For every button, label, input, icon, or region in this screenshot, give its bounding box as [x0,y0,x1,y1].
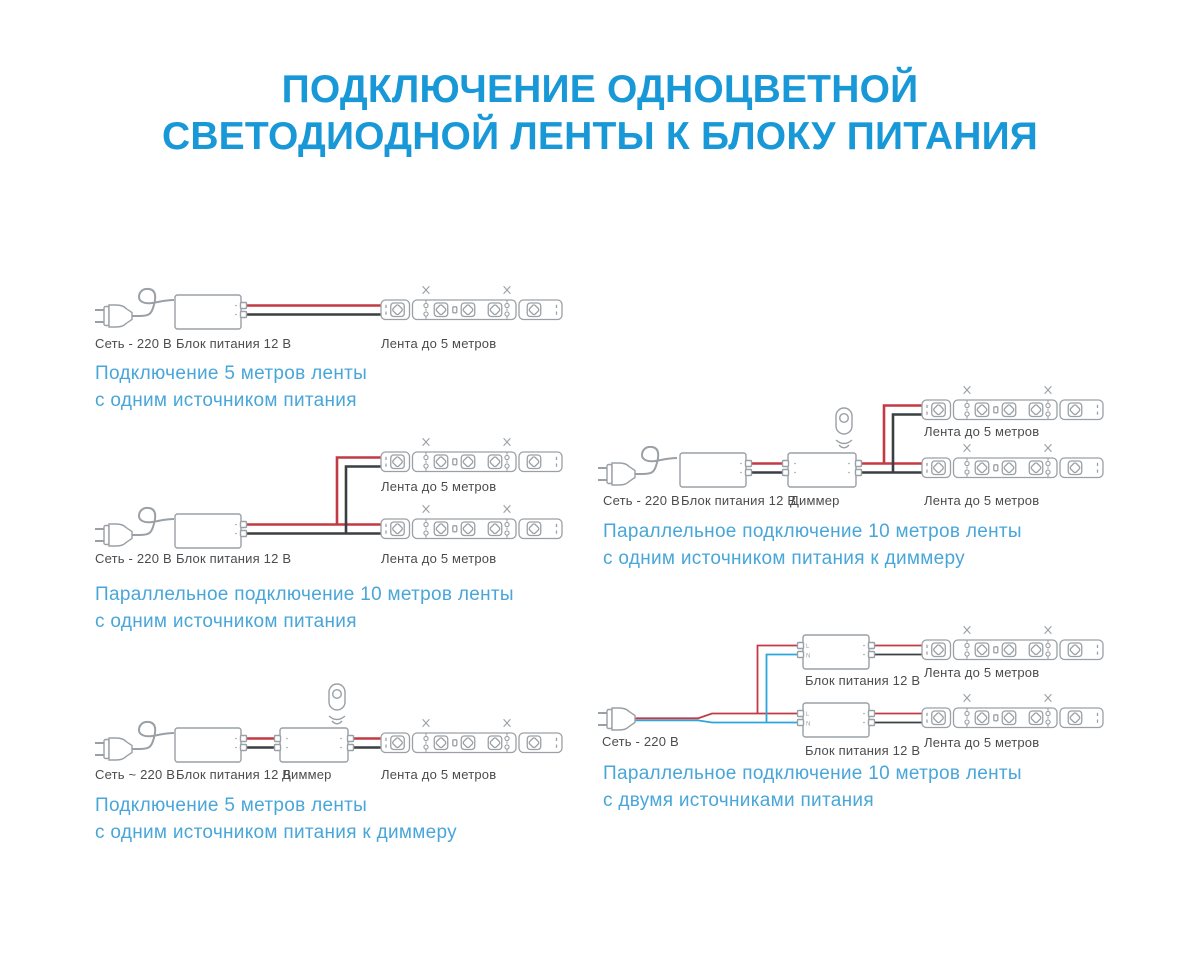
label-psu-d2: Блок питания 12 В [176,551,292,566]
page-title: ПОДКЛЮЧЕНИЕ ОДНОЦВЕТНОЙ СВЕТОДИОДНОЙ ЛЕН… [0,66,1200,160]
psu-box [174,513,248,549]
caption-d1-line2: с одним источником питания [95,390,357,411]
terminal-n-top: N [806,654,810,660]
plug-icon [94,737,133,761]
caption-d5: Параллельное подключение 10 метров ленты… [603,760,1022,814]
label-strip-bottom-d4: Лента до 5 метров [924,493,1040,508]
diagram-5: L N L N [597,626,1103,738]
label-psu-d4: Блок питания 12 В [681,493,797,508]
wire-black-branch [891,413,925,473]
led-strip-top [922,626,1103,659]
wire-black-branch [344,465,384,534]
label-strip-top-d2: Лента до 5 метров [381,479,497,494]
terminal-n-bottom: N [806,722,810,728]
caption-d4-line1: Параллельное подключение 10 метров ленты [603,521,1022,542]
power-cord [634,445,678,475]
caption-d3-line2: с одним источником питания к диммеру [95,822,457,843]
diagram-4 [597,386,1103,488]
caption-d2-line2: с одним источником питания [95,611,357,632]
wire-red-live [635,712,798,720]
label-psu-bottom-d5: Блок питания 12 В [805,743,921,758]
terminal-l-bottom: L [806,712,810,718]
label-dimmer-d4: Диммер [790,493,840,508]
plug-icon [94,523,133,547]
label-psu-d3: Блок питания 12 В [176,767,292,782]
label-strip-top-d4: Лента до 5 метров [924,424,1040,439]
caption-d5-line2: с двумя источниками питания [603,790,874,811]
wire-red-branch [335,456,384,525]
label-psu-top-d5: Блок питания 12 В [805,673,921,688]
plug-icon [597,462,636,486]
label-mains-d4: Сеть - 220 В [603,493,680,508]
diagram-3 [94,683,562,763]
caption-d2-line1: Параллельное подключение 10 метров ленты [95,584,514,605]
remote-control-icon [328,683,346,725]
caption-d4: Параллельное подключение 10 метров ленты… [603,518,1022,572]
caption-d5-line1: Параллельное подключение 10 метров ленты [603,763,1022,784]
led-strip-bottom [922,444,1103,477]
power-cord [131,506,175,536]
label-psu-d1: Блок питания 12 В [176,336,292,351]
label-strip-d1: Лента до 5 метров [381,336,497,351]
wire-blue-riser [765,653,798,723]
dimmer-box [273,727,355,763]
remote-control-icon [835,407,853,449]
power-cord [131,287,175,317]
diagram-2 [94,438,562,549]
terminal-letters: L N L N [806,644,810,728]
label-strip-bottom-d5: Лента до 5 метров [924,735,1040,750]
psu-box-bottom [802,702,876,738]
label-strip-top-d5: Лента до 5 метров [924,665,1040,680]
caption-d1-line1: Подключение 5 метров ленты [95,363,368,384]
psu-box [679,452,753,488]
page-title-line2: СВЕТОДИОДНОЙ ЛЕНТЫ К БЛОКУ ПИТАНИЯ [161,115,1039,158]
led-strip [381,286,562,319]
caption-d3-line1: Подключение 5 метров ленты [95,795,368,816]
led-strip-top [922,386,1103,419]
label-mains-d5: Сеть - 220 В [602,734,679,749]
label-mains-d3: Сеть ~ 220 В [95,767,176,782]
page-title-line1: ПОДКЛЮЧЕНИЕ ОДНОЦВЕТНОЙ [281,68,919,111]
led-strip-bottom [922,694,1103,727]
label-strip-d3: Лента до 5 метров [381,767,497,782]
plug-icon [94,304,133,328]
psu-box [174,727,248,763]
diagram-1 [94,286,562,330]
caption-d2: Параллельное подключение 10 метров ленты… [95,581,514,635]
wire-red-riser [756,644,798,714]
power-cord [131,720,175,750]
plug-icon [597,707,636,731]
psu-box [174,294,248,330]
label-mains-d1: Сеть - 220 В [95,336,172,351]
psu-input-terminals [796,641,805,727]
wire-blue-neutral [635,719,798,724]
wire-red-branch [882,404,925,464]
psu-box-top [802,634,876,670]
led-strip [381,719,562,752]
label-mains-d2: Сеть - 220 В [95,551,172,566]
led-strip-top [381,438,562,471]
dimmer-box [781,452,863,488]
caption-d3: Подключение 5 метров ленты с одним источ… [95,792,457,846]
caption-d4-line2: с одним источником питания к диммеру [603,548,965,569]
caption-d1: Подключение 5 метров ленты с одним источ… [95,360,367,414]
terminal-l-top: L [806,644,810,650]
label-dimmer-d3: Диммер [282,767,332,782]
led-strip-bottom [381,505,562,538]
label-strip-bottom-d2: Лента до 5 метров [381,551,497,566]
